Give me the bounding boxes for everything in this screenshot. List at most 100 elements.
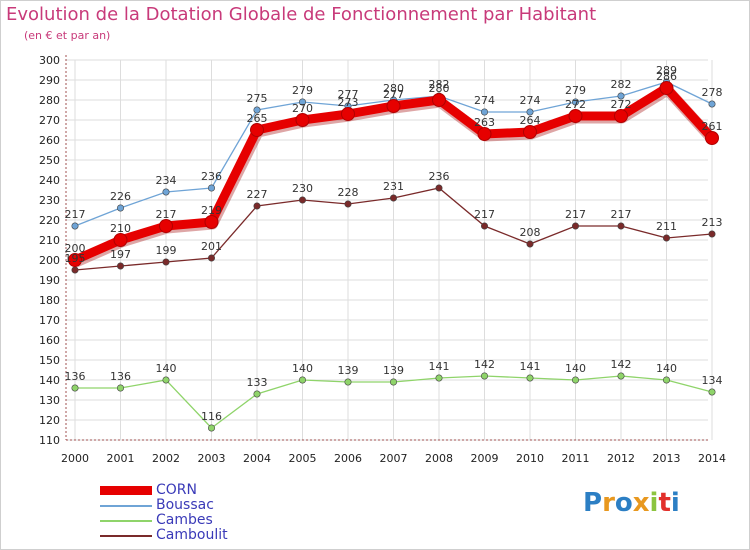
point-camboulit: [480, 222, 488, 230]
data-label-corn: 261: [702, 120, 723, 133]
data-label-camboulit: 228: [338, 186, 359, 199]
y-tick-label: 230: [39, 194, 60, 207]
point-corn: [705, 131, 719, 145]
point-camboulit: [117, 262, 125, 270]
x-tick-label: 2008: [425, 452, 453, 465]
y-tick-label: 150: [39, 354, 60, 367]
point-cambes: [389, 378, 397, 386]
point-camboulit: [253, 202, 261, 210]
point-cambes: [480, 372, 488, 380]
legend-swatch: [100, 535, 152, 537]
data-label-cambes: 139: [338, 364, 359, 377]
data-label-camboulit: 217: [474, 208, 495, 221]
data-label-camboulit: 195: [65, 252, 86, 265]
legend-item-corn: CORN: [100, 482, 300, 498]
point-boussac: [480, 108, 488, 116]
legend-label: CORN: [156, 482, 197, 498]
point-cambes: [435, 374, 443, 382]
legend-item-camboulit: Camboulit: [100, 527, 300, 543]
point-camboulit: [389, 194, 397, 202]
point-camboulit: [708, 230, 716, 238]
y-tick-label: 280: [39, 94, 60, 107]
data-label-cambes: 139: [383, 364, 404, 377]
y-ticks: 110 120 130 140 150 160 170 180 190 200 210 220 230 2…: [39, 54, 60, 447]
data-label-corn: 280: [429, 82, 450, 95]
x-tick-label: 2000: [61, 452, 89, 465]
point-corn: [477, 127, 492, 141]
x-tick-label: 2007: [380, 452, 408, 465]
point-cambes: [617, 372, 625, 380]
y-tick-label: 290: [39, 74, 60, 87]
data-label-camboulit: 199: [156, 244, 177, 257]
point-cambes: [708, 388, 716, 396]
y-tick-label: 110: [39, 434, 60, 447]
x-tick-label: 2010: [516, 452, 544, 465]
point-camboulit: [298, 196, 306, 204]
data-label-corn: 210: [110, 222, 131, 235]
proxiti-logo: Proxiti: [583, 488, 680, 518]
x-tick-label: 2006: [334, 452, 362, 465]
y-tick-label: 300: [39, 54, 60, 67]
point-camboulit: [662, 234, 670, 242]
y-tick-label: 200: [39, 254, 60, 267]
x-tick-label: 2003: [198, 452, 226, 465]
data-label-camboulit: 197: [110, 248, 131, 261]
point-boussac: [526, 108, 534, 116]
logo-letter: x: [632, 488, 650, 518]
legend-label: Cambes: [156, 512, 213, 528]
y-tick-label: 130: [39, 394, 60, 407]
data-label-boussac: 226: [110, 190, 131, 203]
point-camboulit: [71, 266, 79, 274]
data-label-cambes: 136: [110, 370, 131, 383]
data-label-cambes: 140: [565, 362, 586, 375]
y-tick-label: 190: [39, 274, 60, 287]
point-boussac: [162, 188, 170, 196]
data-label-camboulit: 211: [656, 220, 677, 233]
point-cambes: [662, 376, 670, 384]
data-label-cambes: 134: [702, 374, 723, 387]
point-camboulit: [571, 222, 579, 230]
legend-swatch: [100, 486, 152, 495]
data-label-boussac: 278: [702, 86, 723, 99]
series-layer: [68, 78, 719, 432]
logo-letter: t: [658, 488, 671, 518]
x-tick-label: 2001: [107, 452, 135, 465]
point-cambes: [117, 384, 125, 392]
point-cambes: [253, 390, 261, 398]
data-label-boussac: 279: [565, 84, 586, 97]
point-corn: [568, 109, 583, 123]
data-label-boussac: 275: [247, 92, 268, 105]
logo-letter: r: [602, 488, 615, 518]
chart-svg: 110 120 130 140 150 160 170 180 190 200 210 220 230 2…: [39, 54, 726, 465]
point-boussac: [617, 92, 625, 100]
point-cambes: [162, 376, 170, 384]
y-tick-label: 180: [39, 294, 60, 307]
data-label-cambes: 141: [520, 360, 541, 373]
data-label-cambes: 140: [292, 362, 313, 375]
point-boussac: [571, 98, 579, 106]
legend-item-boussac: Boussac: [100, 497, 300, 513]
data-label-corn: 219: [201, 204, 222, 217]
data-label-cambes: 133: [247, 376, 268, 389]
point-boussac: [71, 222, 79, 230]
chart-subtitle: (en € et par an): [24, 29, 111, 42]
data-label-boussac: 282: [429, 78, 450, 91]
data-label-corn: 286: [656, 70, 677, 83]
data-label-cambes: 140: [656, 362, 677, 375]
point-corn: [250, 123, 264, 137]
x-ticks: 2000 2001 2002 2003 2004 2005 2006 2007 2008 2009…: [61, 452, 726, 465]
data-label-camboulit: 201: [201, 240, 222, 253]
data-label-boussac: 289: [656, 64, 677, 77]
x-tick-label: 2013: [653, 452, 681, 465]
data-label-boussac: 280: [383, 82, 404, 95]
legend-label: Camboulit: [156, 527, 228, 543]
point-corn: [614, 109, 628, 123]
point-corn: [523, 125, 537, 139]
legend-label: Boussac: [156, 497, 214, 513]
point-boussac: [708, 100, 716, 108]
x-tick-label: 2009: [471, 452, 499, 465]
point-cambes: [526, 374, 534, 382]
logo-letter: o: [614, 488, 633, 518]
x-tick-label: 2011: [562, 452, 590, 465]
